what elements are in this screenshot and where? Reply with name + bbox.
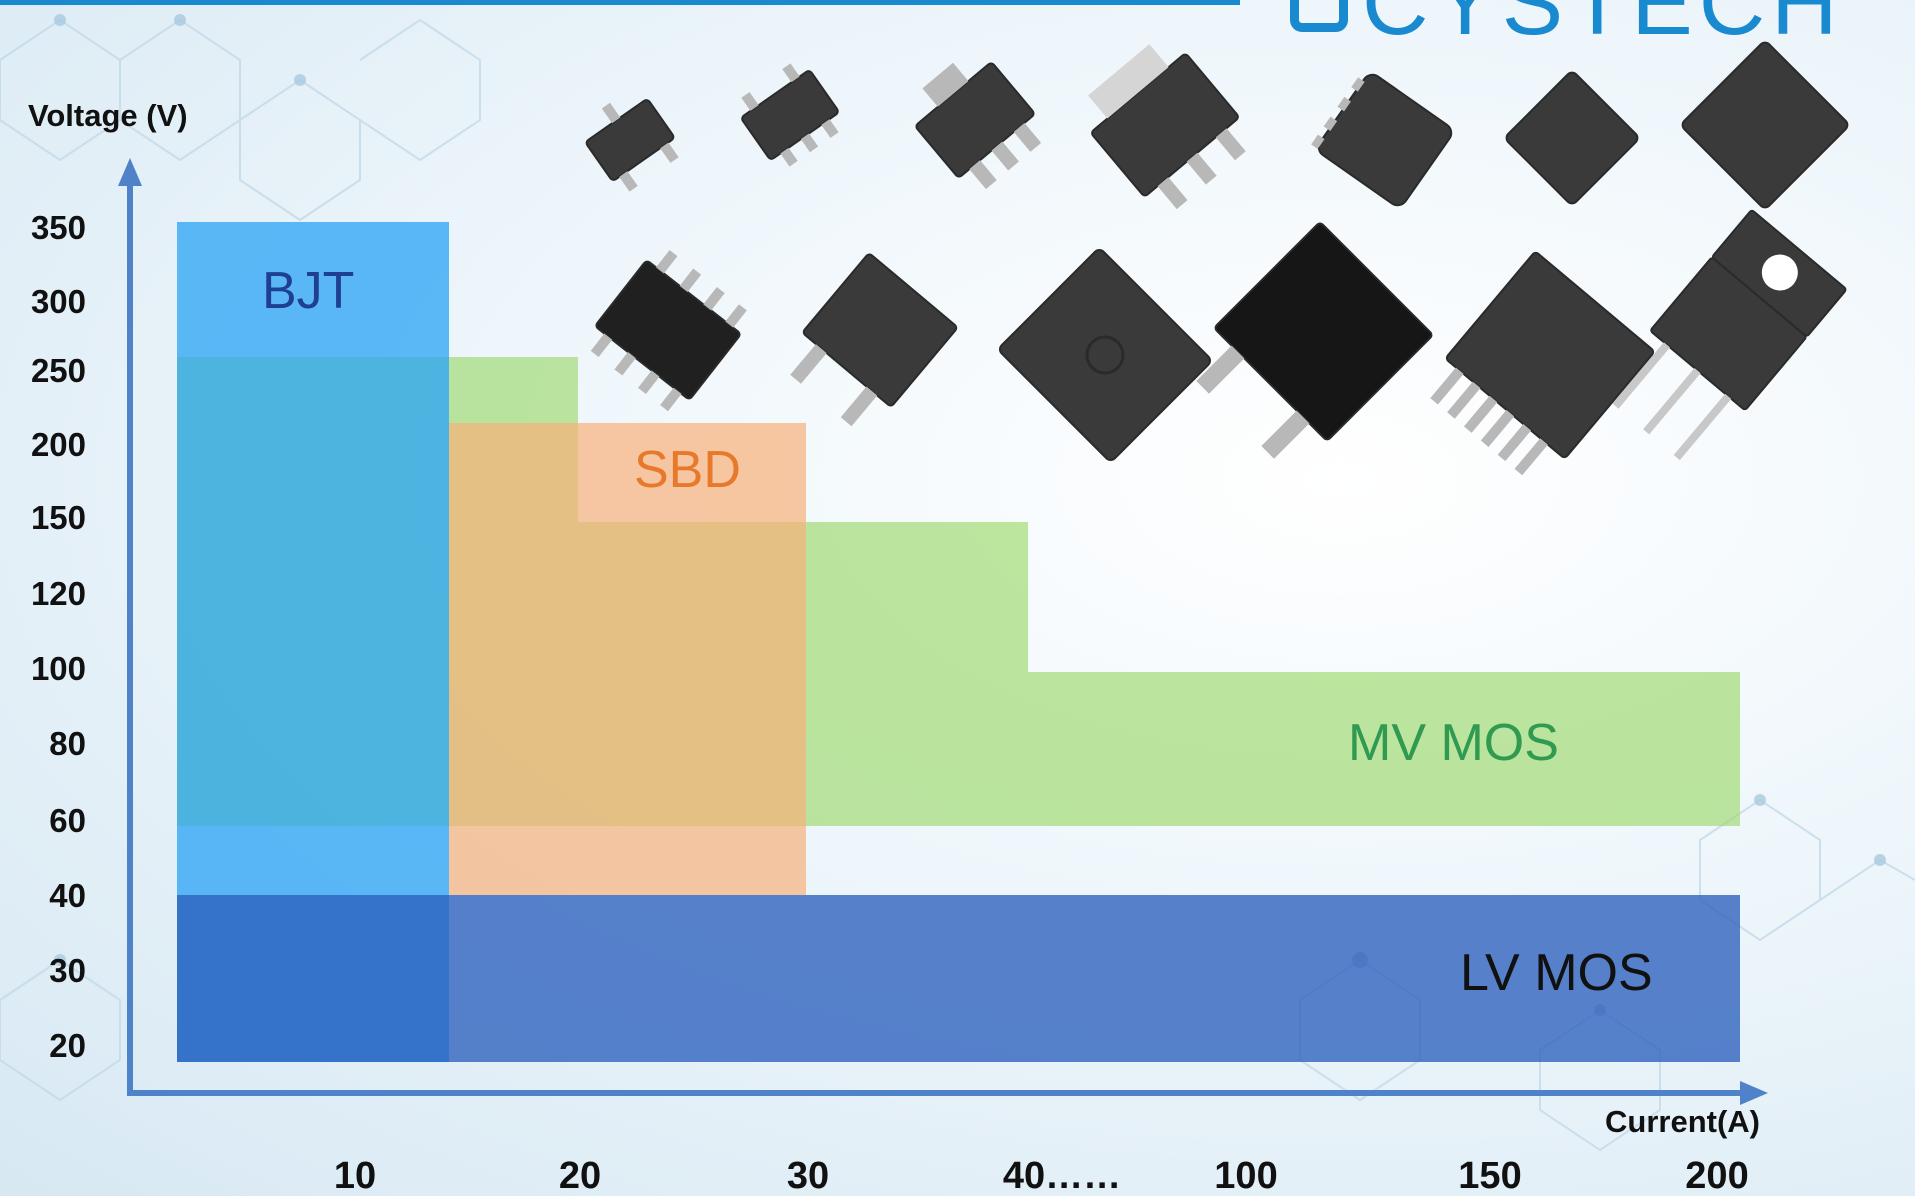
- y-tick-label: 300: [31, 283, 86, 320]
- series-labels: BJT SBD MV MOS LV MOS: [262, 262, 1653, 1002]
- top-accent-rule: [0, 0, 1240, 5]
- x-axis-arrow-icon: [1740, 1081, 1768, 1105]
- y-tick-label: 200: [31, 426, 86, 463]
- y-tick-label: 350: [31, 209, 86, 246]
- x-tick-label: 30: [787, 1155, 829, 1196]
- band-lv-mos-0: [177, 895, 1740, 1062]
- logo-mark-icon: [1290, 0, 1348, 32]
- series-label-mv-mos: MV MOS: [1348, 714, 1559, 772]
- band-sbd-0: [449, 423, 806, 895]
- series-label-lv-mos: LV MOS: [1460, 944, 1653, 1002]
- company-logo: CYSTECH: [1290, 0, 1844, 49]
- series-bands: [177, 222, 1740, 1062]
- chart-axes: [118, 158, 1768, 1105]
- y-tick-labels: 20 30 40 60 80 100 120 150 200 250 300 350: [31, 209, 86, 1064]
- x-tick-label: 20: [559, 1155, 601, 1196]
- x-tick-label: 150: [1458, 1155, 1521, 1196]
- y-tick-label: 250: [31, 352, 86, 389]
- y-tick-label: 60: [49, 802, 86, 839]
- series-label-bjt: BJT: [262, 262, 354, 320]
- y-tick-label: 150: [31, 499, 86, 536]
- x-tick-label: 200: [1685, 1155, 1748, 1196]
- x-axis-title: Current(A): [1605, 1104, 1760, 1139]
- x-tick-label: 10: [334, 1155, 376, 1196]
- y-tick-label: 100: [31, 650, 86, 687]
- x-tick-label: 100: [1214, 1155, 1277, 1196]
- series-label-sbd: SBD: [634, 441, 741, 499]
- x-tick-labels: 10 20 30 40…… 100 150 200: [334, 1155, 1749, 1196]
- y-tick-label: 120: [31, 575, 86, 612]
- y-tick-label: 30: [49, 952, 86, 989]
- y-axis-arrow-icon: [118, 158, 142, 186]
- y-tick-label: 80: [49, 725, 86, 762]
- logo-wordmark: CYSTECH: [1362, 0, 1844, 54]
- y-tick-label: 20: [49, 1027, 86, 1064]
- y-axis-title: Voltage (V): [28, 98, 188, 133]
- y-tick-label: 40: [49, 877, 86, 914]
- x-tick-label: 40……: [1003, 1155, 1121, 1196]
